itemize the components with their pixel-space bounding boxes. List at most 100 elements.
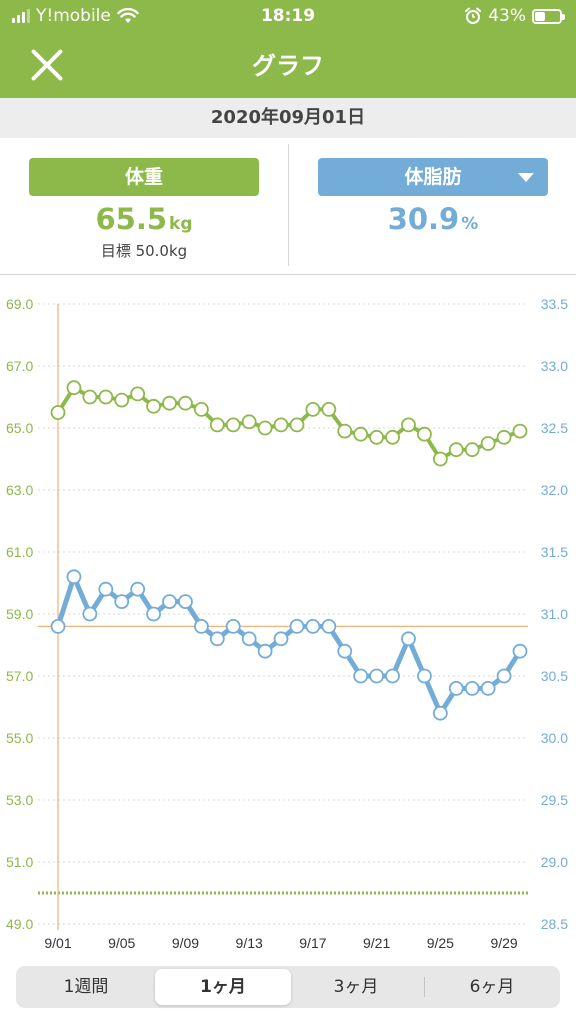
y-left-tick-label: 63.0 <box>6 482 33 498</box>
status-time: 18:19 <box>260 6 316 26</box>
weight-value: 65.5 kg <box>29 202 259 236</box>
carrier-label: Y!mobile <box>36 6 111 26</box>
y-left-tick-label: 53.0 <box>6 792 33 808</box>
body-fat-data-point <box>289 618 305 634</box>
metrics-panel: 体重 65.5 kg 目標 50.0kg 体脂肪 30.9% <box>0 138 576 275</box>
weight-data-point <box>257 420 273 436</box>
x-tick-label: 9/05 <box>108 935 135 951</box>
tab-6-months[interactable]: 6ヶ月 <box>469 977 515 997</box>
body-fat-data-point <box>241 631 257 647</box>
chevron-down-icon <box>518 173 534 182</box>
metrics-divider <box>288 144 289 266</box>
status-left: Y!mobile <box>12 6 139 26</box>
weight-data-point <box>369 429 385 445</box>
weight-data-point <box>337 423 353 439</box>
page-title: グラフ <box>252 52 324 80</box>
body-fat-data-point <box>369 668 385 684</box>
body-fat-data-point <box>305 618 321 634</box>
body-fat-data-point <box>114 594 130 610</box>
body-fat-data-point <box>480 680 496 696</box>
y-left-tick-label: 57.0 <box>6 668 33 684</box>
weight-data-point <box>353 426 369 442</box>
wifi-icon <box>117 8 139 23</box>
weight-data-point <box>241 414 257 430</box>
body-fat-value: 30.9% <box>318 202 548 236</box>
y-right-tick-label: 32.5 <box>541 420 568 436</box>
weight-data-point <box>50 405 66 420</box>
weight-data-point <box>289 417 305 433</box>
weight-unit: kg <box>169 214 193 234</box>
tab-1-week[interactable]: 1週間 <box>63 977 109 997</box>
weight-data-point <box>98 389 114 405</box>
y-left-tick-label: 59.0 <box>6 606 33 622</box>
weight-data-point <box>385 429 400 445</box>
y-left-tick-label: 69.0 <box>6 296 33 312</box>
y-left-tick-label: 67.0 <box>6 358 33 374</box>
body-fat-data-point <box>146 606 161 622</box>
selected-date: 2020年09月01日 <box>0 98 576 138</box>
weight-data-point <box>401 417 416 433</box>
weight-data-point <box>162 395 177 411</box>
body-fat-data-point <box>50 618 66 634</box>
y-right-tick-label: 32.0 <box>541 482 568 498</box>
alarm-icon <box>465 7 482 24</box>
body-fat-data-point <box>257 643 273 659</box>
weight-data-point <box>193 401 209 417</box>
weight-data-point <box>146 398 161 414</box>
body-fat-data-point <box>82 606 98 622</box>
x-tick-label: 9/09 <box>172 935 199 951</box>
chart-svg[interactable]: 49.0 28.5 51.0 29.0 53.0 29.5 55.0 30.0 57.0 30.5… <box>0 274 576 960</box>
status-right: 43% <box>464 6 565 26</box>
body-fat-data-point <box>496 668 512 684</box>
period-tabs: 1週間 1ヶ月 3ヶ月 6ヶ月 <box>16 966 560 1008</box>
weight-data-point <box>273 417 289 433</box>
weight-data-point <box>225 417 241 433</box>
y-right-tick-label: 31.5 <box>541 544 568 560</box>
y-right-tick-label: 33.0 <box>541 358 568 374</box>
weight-data-point <box>130 386 146 402</box>
body-fat-unit: % <box>461 214 479 234</box>
weight-data-point <box>512 423 528 439</box>
body-fat-data-point <box>385 668 400 684</box>
weight-data-point <box>209 417 225 433</box>
weight-button[interactable]: 体重 <box>29 158 259 196</box>
body-fat-data-point <box>209 631 225 647</box>
y-left-tick-label: 51.0 <box>6 854 33 870</box>
y-right-tick-label: 31.0 <box>541 606 568 622</box>
battery-icon <box>532 8 565 24</box>
weight-data-point <box>480 436 496 451</box>
weight-data-point <box>305 401 321 417</box>
weight-data-point <box>417 426 432 442</box>
x-tick-label: 9/01 <box>44 935 71 951</box>
body-fat-dropdown[interactable]: 体脂肪 <box>318 158 548 196</box>
body-fat-data-point <box>162 594 177 610</box>
y-right-tick-label: 29.0 <box>541 854 568 870</box>
body-fat-data-point <box>193 618 209 634</box>
top-bar: Y!mobile 18:19 43% グラフ <box>0 0 576 98</box>
x-tick-label: 9/13 <box>236 935 263 951</box>
y-right-tick-label: 28.5 <box>541 916 568 932</box>
body-fat-data-point <box>401 631 416 647</box>
weight-data-point <box>432 451 448 467</box>
weight-button-label: 体重 <box>124 166 163 188</box>
y-right-tick-label: 33.5 <box>541 296 568 312</box>
weight-data-point <box>464 442 480 458</box>
weight-data-point <box>496 429 512 445</box>
x-tick-label: 9/21 <box>363 935 390 951</box>
body-fat-data-point <box>178 594 193 610</box>
x-tick-label: 9/29 <box>490 935 517 951</box>
tab-1-month[interactable]: 1ヶ月 <box>155 969 291 1005</box>
body-fat-data-point <box>353 668 369 684</box>
body-fat-data-point <box>512 643 528 659</box>
body-fat-data-point <box>225 618 241 634</box>
weight-bodyfat-chart[interactable]: 49.0 28.5 51.0 29.0 53.0 29.5 55.0 30.0 57.0 30.5… <box>0 274 576 960</box>
y-right-tick-label: 30.5 <box>541 668 568 684</box>
body-fat-data-point <box>273 631 289 647</box>
body-fat-data-point <box>448 680 464 696</box>
weight-data-point <box>82 389 98 405</box>
tab-3-months[interactable]: 3ヶ月 <box>333 977 379 997</box>
weight-data-point <box>114 392 130 408</box>
weight-number: 65.5 <box>95 202 168 236</box>
y-left-tick-label: 49.0 <box>6 916 33 932</box>
status-bar: Y!mobile 18:19 43% <box>0 0 576 32</box>
